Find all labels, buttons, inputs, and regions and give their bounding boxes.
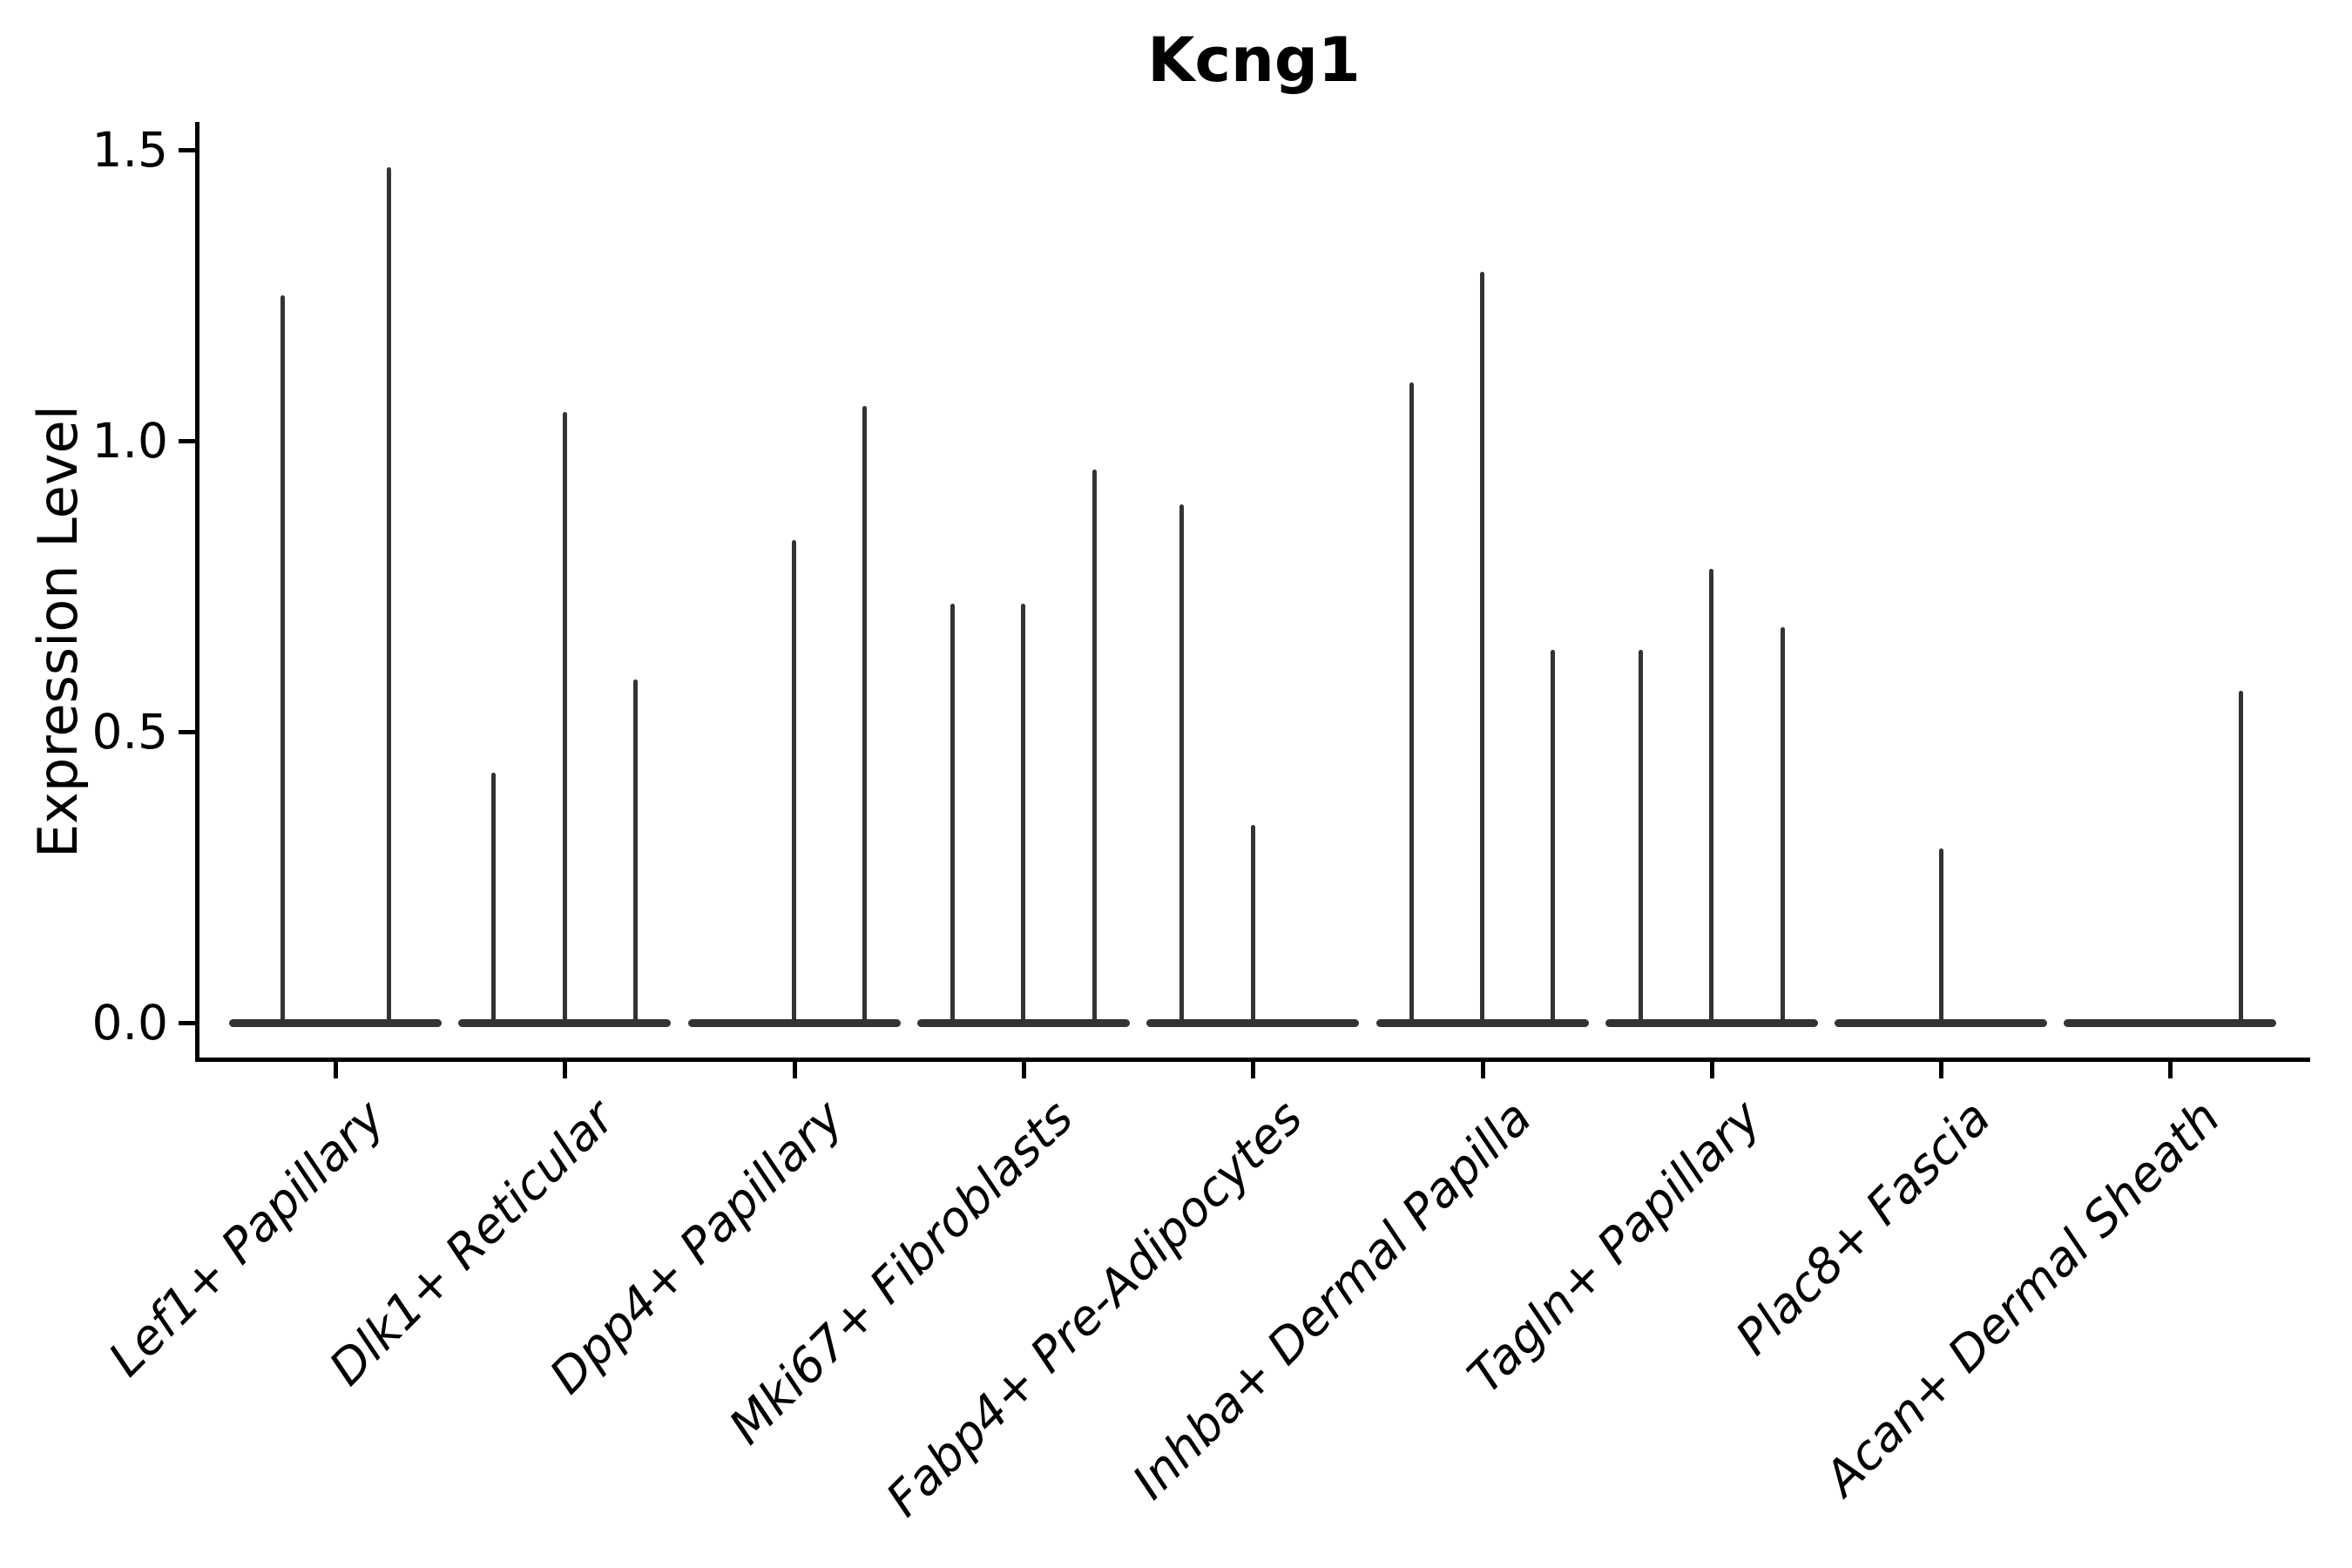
violin-spike — [1179, 504, 1185, 1023]
violin-spike — [1092, 470, 1097, 1023]
violin-spike — [792, 539, 797, 1023]
violin-spike — [1021, 604, 1026, 1023]
x-tick-mark — [334, 1058, 338, 1078]
violin-base — [458, 1019, 672, 1027]
violin-base — [229, 1019, 442, 1027]
y-tick-mark — [179, 439, 198, 443]
violin-base — [1835, 1019, 2048, 1027]
violin-spike — [1250, 824, 1255, 1023]
x-tick-mark — [1251, 1058, 1256, 1078]
violin-spike — [1638, 650, 1643, 1023]
y-tick-label: 1.0 — [91, 413, 168, 469]
y-tick-mark — [179, 730, 198, 734]
x-tick-mark — [1021, 1058, 1026, 1078]
violin-base — [916, 1019, 1130, 1027]
violin-spike — [633, 679, 639, 1023]
y-tick-mark — [179, 1021, 198, 1025]
y-tick-mark — [179, 148, 198, 152]
y-tick-label: 1.5 — [91, 122, 168, 178]
x-tick-mark — [1709, 1058, 1714, 1078]
x-tick-mark — [2168, 1058, 2173, 1078]
violin-spike — [1780, 626, 1785, 1023]
y-axis-label: Expression Level — [26, 405, 90, 858]
violin-spike — [562, 411, 567, 1023]
violin-spike — [1409, 382, 1414, 1023]
y-tick-label: 0.0 — [91, 995, 168, 1051]
y-axis-line — [195, 122, 199, 1062]
x-tick-label: Acan+ Dermal Sheath — [1813, 1089, 2231, 1506]
violin-base — [1375, 1019, 1589, 1027]
x-tick-mark — [563, 1058, 568, 1078]
violin-spike — [1551, 650, 1556, 1023]
x-tick-label: Inhba+ Dermal Papilla — [1121, 1089, 1543, 1511]
x-tick-mark — [1480, 1058, 1485, 1078]
x-tick-label: Fabp4+ Pre-Adipocytes — [875, 1089, 1314, 1527]
violin-base — [1146, 1019, 1360, 1027]
violin-base — [2064, 1019, 2277, 1027]
violin-spike — [950, 604, 956, 1023]
violin-base — [1605, 1019, 1818, 1027]
chart-title: Kcng1 — [1147, 24, 1361, 96]
violin-spike — [1480, 272, 1484, 1023]
y-tick-label: 0.5 — [91, 704, 168, 760]
violin-spike — [386, 167, 391, 1023]
violin-spike — [280, 295, 285, 1023]
violin-spike — [862, 405, 868, 1023]
x-tick-mark — [792, 1058, 797, 1078]
x-tick-mark — [1939, 1058, 1944, 1078]
violin-spike — [1709, 568, 1714, 1023]
violin-spike — [491, 772, 497, 1023]
violin-spike — [1938, 848, 1943, 1023]
violin-base — [687, 1019, 901, 1027]
violin-spike — [2239, 691, 2244, 1023]
